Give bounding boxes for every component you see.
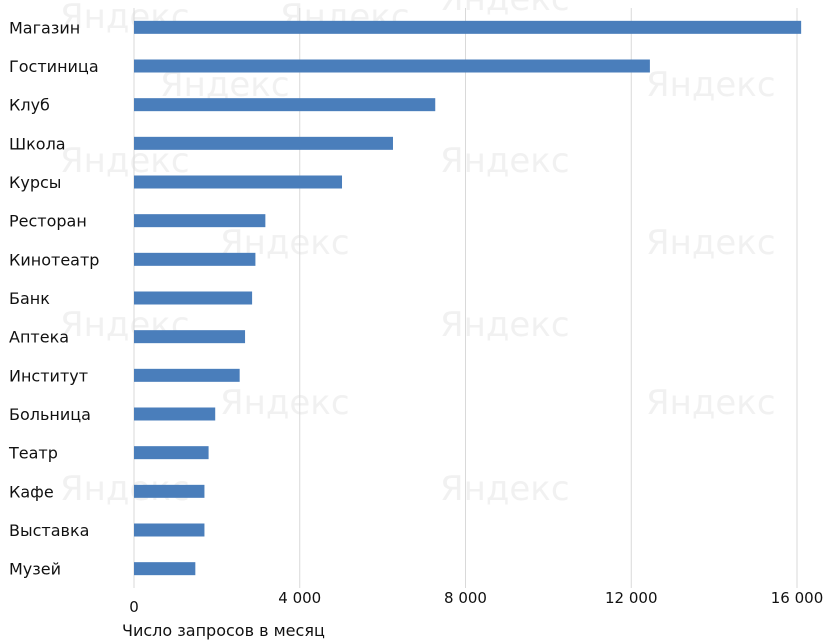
category-label: Театр — [8, 444, 58, 463]
watermark-text: Яндекс — [646, 223, 776, 263]
category-label: Магазин — [9, 18, 80, 37]
category-label: Банк — [9, 289, 50, 308]
category-label: Гостиница — [9, 57, 99, 76]
bar — [134, 98, 436, 112]
bar — [134, 523, 205, 537]
bar — [134, 59, 650, 73]
category-label: Курсы — [9, 173, 61, 192]
bars — [134, 20, 802, 576]
watermark-text: Яндекс — [440, 469, 570, 509]
x-tick-label: 4 000 — [278, 589, 321, 607]
category-label: Выставка — [9, 521, 89, 540]
watermark-text: Яндекс — [220, 383, 350, 423]
category-label: Институт — [9, 366, 88, 385]
bar — [134, 175, 343, 189]
bar — [134, 446, 209, 460]
category-label: Кафе — [9, 482, 54, 501]
category-labels: Магазин Гостиница Клуб Школа Курсы Ресторан Ки… — [8, 18, 99, 578]
bar — [134, 20, 802, 34]
category-label: Ресторан — [9, 212, 87, 231]
category-label: Больница — [9, 405, 91, 424]
x-tick-label: 8 000 — [444, 589, 487, 607]
x-tick-label: 16 000 — [771, 589, 824, 607]
watermark-text: Яндекс — [440, 0, 570, 19]
x-axis-title: Число запросов в месяц — [122, 621, 325, 640]
x-tick-label: 12 000 — [605, 589, 658, 607]
bar — [134, 252, 256, 266]
bar — [134, 407, 216, 421]
bar — [134, 136, 393, 150]
category-label: Музей — [9, 560, 61, 579]
category-label: Кинотеатр — [9, 250, 99, 269]
watermark-text: Яндекс — [440, 305, 570, 345]
bar — [134, 368, 240, 382]
watermark-text: Яндекс — [440, 141, 570, 181]
category-label: Школа — [9, 134, 66, 153]
watermark-layer: Яндекс Яндекс Яндекс Яндекс Яндекс Яндекс Янде… — [60, 0, 776, 509]
watermark-text: Яндекс — [646, 65, 776, 105]
bar — [134, 291, 253, 305]
x-tick-labels: 0 4 000 8 000 12 000 16 000 — [129, 589, 823, 616]
bar — [134, 214, 266, 228]
category-label: Клуб — [9, 96, 50, 115]
bar — [134, 330, 246, 344]
category-label: Аптека — [9, 328, 69, 347]
x-tick-label: 0 — [129, 598, 139, 616]
bar — [134, 562, 196, 576]
watermark-text: Яндекс — [646, 383, 776, 423]
bar — [134, 484, 205, 498]
